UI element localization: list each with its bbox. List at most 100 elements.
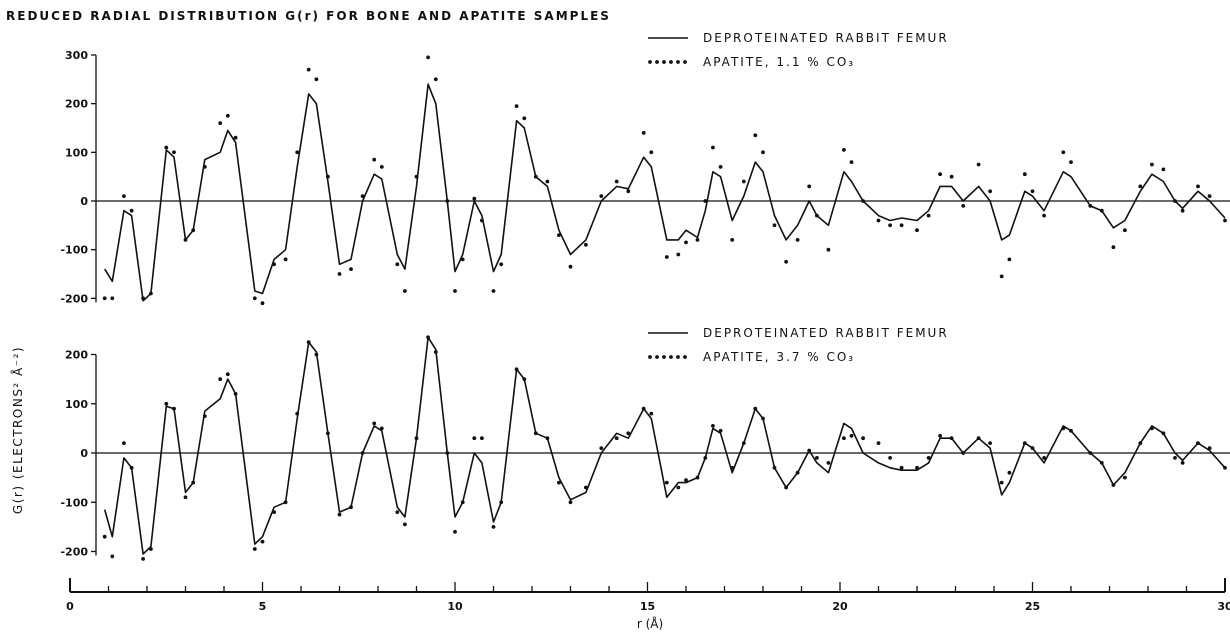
data-point-apatite [772,223,777,228]
data-point-apatite [337,512,342,517]
chart-axes: 0 5 10 15 20 25 30 [66,578,1230,613]
data-point-apatite [172,406,176,411]
data-point-apatite [703,199,708,203]
data-point-apatite [522,116,527,121]
data-point-apatite [183,495,188,500]
legend-top: DEPROTEINATED RABBIT FEMUR APATITE, 1.1 %… [648,31,949,69]
data-point-apatite [314,352,319,357]
data-point-apatite [1180,208,1185,213]
panel-bottom: 200 100 0 -100 -200 [60,335,1230,561]
data-point-apatite [102,296,107,301]
data-point-apatite [730,465,735,470]
legend-swatch-dot [669,60,673,64]
data-point-apatite [772,465,777,470]
data-point-apatite [711,424,715,428]
data-point-apatite [999,480,1004,485]
data-point-apatite [545,436,550,441]
data-point-apatite [283,500,288,505]
data-point-apatite [372,421,377,426]
data-point-apatite [557,480,561,485]
data-point-apatite [218,121,223,125]
data-point-apatite [961,451,966,455]
data-point-apatite [761,416,765,421]
data-point-apatite [453,289,457,293]
data-point-apatite [403,522,407,527]
data-point-apatite [1030,446,1035,450]
data-point-apatite [753,133,758,138]
legend-swatch-dot [676,60,680,64]
data-point-apatite [876,441,881,445]
legend-bottom: DEPROTEINATED RABBIT FEMUR APATITE, 3.7 %… [648,326,947,364]
data-point-apatite [664,255,669,259]
data-point-apatite [1022,441,1027,445]
x-tick-label: 15 [640,600,655,613]
data-point-apatite [1042,213,1046,218]
data-point-apatite [614,436,619,441]
data-point-apatite [453,529,457,534]
data-point-apatite [861,199,865,203]
data-point-apatite [1061,426,1066,431]
data-point-apatite [514,104,519,108]
data-point-apatite [976,162,981,167]
data-point-apatite [842,436,846,441]
data-point-apatite [1123,475,1127,480]
x-tick-label: 30 [1217,600,1230,613]
data-point-apatite [225,113,230,118]
legend-swatch-dot [683,60,687,64]
chart-title: REDUCED RADIAL DISTRIBUTION G(r) FOR BON… [6,9,611,23]
data-point-apatite [545,179,550,184]
data-point-apatite [1161,431,1166,436]
y-tick-label: -100 [60,496,88,509]
data-point-apatite [337,272,342,276]
data-point-apatite [360,194,365,199]
data-point-apatite [1061,150,1066,155]
data-point-apatite [1150,426,1154,431]
data-point-apatite [695,238,700,242]
data-point-apatite [807,448,812,453]
data-point-apatite [999,274,1004,279]
data-point-apatite [753,406,758,411]
data-point-apatite [915,465,919,470]
data-point-apatite [433,77,438,82]
data-point-apatite [122,194,126,199]
data-point-apatite [711,145,715,150]
legend-label: DEPROTEINATED RABBIT FEMUR [703,31,949,45]
data-point-apatite [1069,160,1073,165]
data-point-apatite [306,67,311,72]
x-tick-label: 0 [66,600,74,613]
data-point-apatite [641,131,646,135]
data-point-apatite [676,252,681,257]
data-point-apatite [676,485,681,490]
data-point-apatite [1138,184,1143,189]
data-point-apatite [445,199,450,203]
data-point-apatite [1161,167,1166,172]
data-point-apatite [784,485,788,490]
data-point-apatite [1150,162,1154,167]
legend-swatch-dot [676,355,680,359]
data-point-apatite [557,233,561,238]
data-point-apatite [295,411,300,416]
data-point-apatite [899,465,904,470]
data-point-apatite [480,218,484,223]
data-point-apatite [1007,257,1012,262]
data-point-apatite [233,135,238,140]
data-point-apatite [649,411,654,416]
data-point-apatite [599,194,604,199]
legend-swatch-dot [648,60,652,64]
data-point-apatite [491,289,496,293]
x-axis-label: r (Å) [637,616,663,631]
data-point-apatite [260,539,265,544]
series-line-femur [103,336,1226,555]
data-point-apatite [202,165,207,169]
data-point-apatite [795,238,800,242]
data-point-apatite [1180,461,1185,465]
data-point-apatite [926,213,931,218]
data-point-apatite [949,436,954,441]
data-point-apatite [164,145,169,150]
data-point-apatite [915,228,919,233]
data-point-apatite [842,148,846,152]
data-point-apatite [888,223,892,228]
data-point-apatite [626,431,631,436]
data-point-apatite [1099,461,1104,465]
